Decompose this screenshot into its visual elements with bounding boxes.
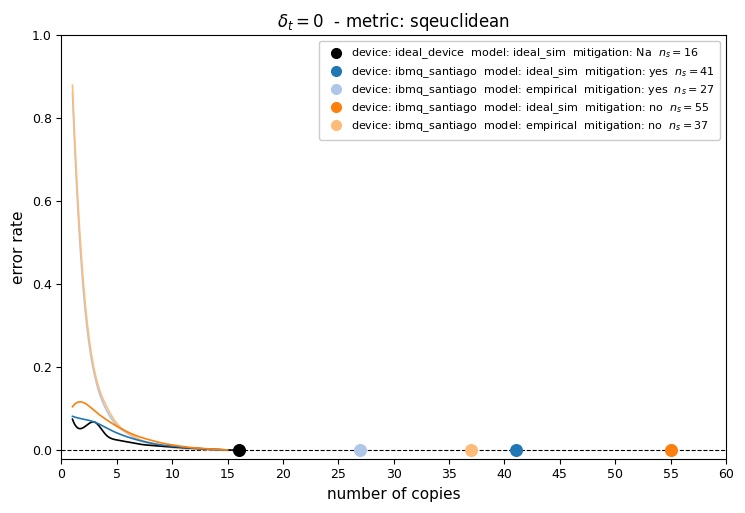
Legend: device: ideal_device  model: ideal_sim  mitigation: Na  $n_s = 16$, device: ibmq: device: ideal_device model: ideal_sim mi… (319, 41, 720, 140)
Point (355, 446, 367, 455)
Point (232, 446, 244, 455)
Point (465, 446, 477, 455)
X-axis label: number of copies: number of copies (327, 487, 460, 502)
Title: $\delta_t = 0$  - metric: sqeuclidean: $\delta_t = 0$ - metric: sqeuclidean (277, 11, 510, 33)
Point (510, 446, 522, 455)
Point (665, 446, 676, 455)
Y-axis label: error rate: error rate (11, 210, 26, 284)
